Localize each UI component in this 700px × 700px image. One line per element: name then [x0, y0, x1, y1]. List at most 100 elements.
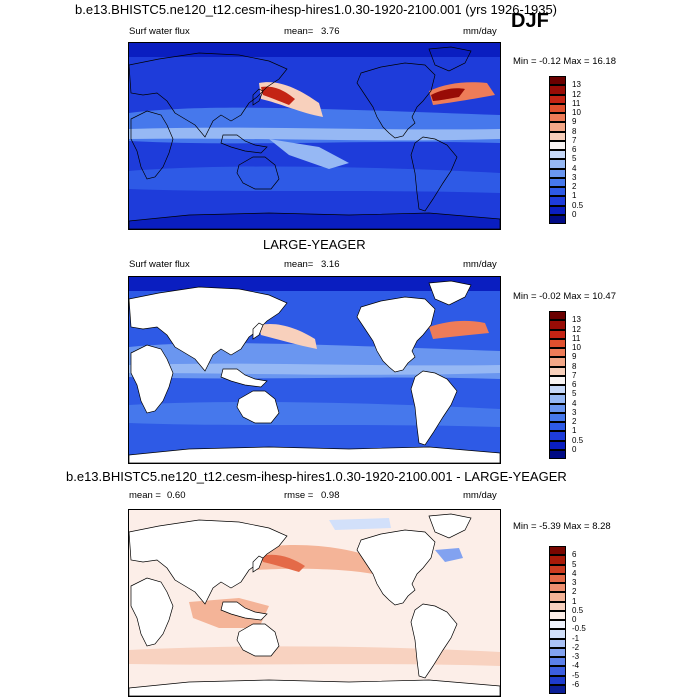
colorbar-box	[549, 394, 566, 404]
colorbar-tick-label: -1	[572, 633, 580, 643]
field-kuroshio-core	[261, 86, 295, 105]
colorbar-tick-label: 6	[572, 550, 577, 560]
colorbar-box	[549, 546, 566, 556]
colorbar-box	[549, 177, 566, 187]
colorbar-box	[549, 150, 566, 160]
coastline-antarctica	[129, 446, 500, 463]
coastline-antarctica	[129, 679, 500, 696]
panel3-map	[128, 509, 501, 697]
colorbar-box	[549, 187, 566, 197]
colorbar-tick-label: 6	[572, 380, 577, 389]
colorbar-box	[549, 159, 566, 169]
colorbar-tick-label: 9	[572, 117, 577, 127]
colorbar-box	[549, 675, 566, 685]
colorbar-box	[549, 666, 566, 676]
colorbar-tick-label: 0.5	[572, 605, 584, 615]
coastline-australia	[236, 623, 280, 657]
colorbar-box	[549, 196, 566, 206]
field-arctic-band	[129, 277, 500, 291]
coastline-greenland	[428, 280, 472, 306]
colorbar-box	[549, 320, 566, 330]
colorbar-tick-label: -4	[572, 661, 580, 671]
colorbar-tick-label: 10	[572, 343, 581, 352]
coastline-africa	[130, 110, 174, 180]
colorbar-box	[549, 555, 566, 565]
panel2-colorbar: 0 0.5 1 2 3 4 5 6 7 8 9 10 11 12 13	[549, 311, 589, 459]
panel1-units: mm/day	[463, 26, 497, 37]
panel1-variable-label: Surf water flux	[129, 26, 190, 37]
colorbar-box	[549, 440, 566, 450]
colorbar-box	[549, 375, 566, 385]
colorbar-box	[549, 564, 566, 574]
colorbar-box	[549, 348, 566, 358]
colorbar-tick-label: 4	[572, 568, 577, 578]
colorbar-tick-label: 0.5	[572, 435, 584, 445]
colorbar-tick-label: 6	[572, 145, 577, 154]
panel2-mean-value: 3.16	[321, 259, 340, 270]
colorbar-box	[549, 647, 566, 657]
colorbar-box	[549, 122, 566, 132]
panel3-mean-value: 0.60	[167, 490, 186, 501]
colorbar-tick-label: 5	[572, 559, 577, 569]
panel2-units: mm/day	[463, 259, 497, 270]
field-kuroshio-plume	[259, 323, 317, 349]
colorbar-tick-label: 4	[572, 398, 577, 408]
colorbar-box	[549, 113, 566, 123]
colorbar-tick-label: -0.5	[572, 624, 586, 634]
coastline-eurasia	[129, 519, 288, 605]
colorbar-tick-label: 2	[572, 587, 577, 597]
panel3-min-max: Min = -5.39 Max = 8.28	[513, 521, 611, 532]
colorbar-box	[549, 205, 566, 215]
colorbar-tick-label: 4	[572, 163, 577, 173]
colorbar-box	[549, 329, 566, 339]
coastline-japan	[252, 555, 264, 573]
colorbar-box	[549, 385, 566, 395]
coastline-antarctica	[129, 212, 500, 229]
coastline-africa	[130, 577, 174, 647]
field-atlantic-dipole	[435, 548, 463, 562]
panel1-colorbar: 0 0.5 1 2 3 4 5 6 7 8 9 10 11 12 13	[549, 76, 589, 224]
coastline-greenland	[428, 513, 472, 539]
colorbar-tick-label: 1	[572, 191, 577, 201]
colorbar-tick-label: 13	[572, 315, 581, 325]
season-label: DJF	[511, 10, 549, 32]
colorbar-tick-label: 8	[572, 361, 577, 371]
field-kuroshio-anomaly	[261, 554, 305, 572]
coastline-south-america	[410, 603, 458, 679]
coastline-africa	[130, 344, 174, 414]
colorbar-tick-label: -3	[572, 652, 580, 661]
coastline-greenland	[428, 46, 472, 72]
coastline-north-america	[356, 529, 436, 606]
panel3-rmse-label: rmse =	[284, 490, 314, 501]
field-southern-band	[129, 402, 500, 427]
panel1-map-svg	[129, 43, 500, 229]
colorbar-box	[549, 620, 566, 630]
colorbar-tick-label: 11	[572, 333, 581, 343]
colorbar-tick-label: 3	[572, 172, 577, 182]
field-south-pacific-zone	[269, 139, 349, 169]
colorbar-box	[549, 338, 566, 348]
colorbar-box	[549, 610, 566, 620]
panel2-mean-label: mean=	[284, 259, 314, 270]
colorbar-tick-label: 12	[572, 89, 581, 99]
colorbar-tick-label: 0	[572, 209, 577, 219]
colorbar-box	[549, 214, 566, 224]
colorbar-tick-label: 5	[572, 389, 577, 399]
colorbar-tick-label: 2	[572, 417, 577, 426]
colorbar-tick-label: 0.5	[572, 200, 584, 210]
colorbar-box	[549, 629, 566, 639]
colorbar-tick-label: 2	[572, 182, 577, 191]
colorbar-tick-label: 13	[572, 80, 581, 90]
colorbar-box	[549, 94, 566, 104]
colorbar-tick-label: 5	[572, 154, 577, 164]
colorbar-box	[549, 85, 566, 95]
coastline-japan	[252, 88, 264, 106]
colorbar-box	[549, 583, 566, 593]
main-title: b.e13.BHISTC5.ne120_t12.cesm-ihesp-hires…	[75, 2, 558, 17]
colorbar-tick-label: 3	[572, 407, 577, 417]
colorbar-tick-label: 3	[572, 578, 577, 587]
colorbar-box	[549, 140, 566, 150]
coastline-north-america	[356, 296, 436, 373]
coastline-south-america	[410, 136, 458, 212]
colorbar-box	[549, 131, 566, 141]
